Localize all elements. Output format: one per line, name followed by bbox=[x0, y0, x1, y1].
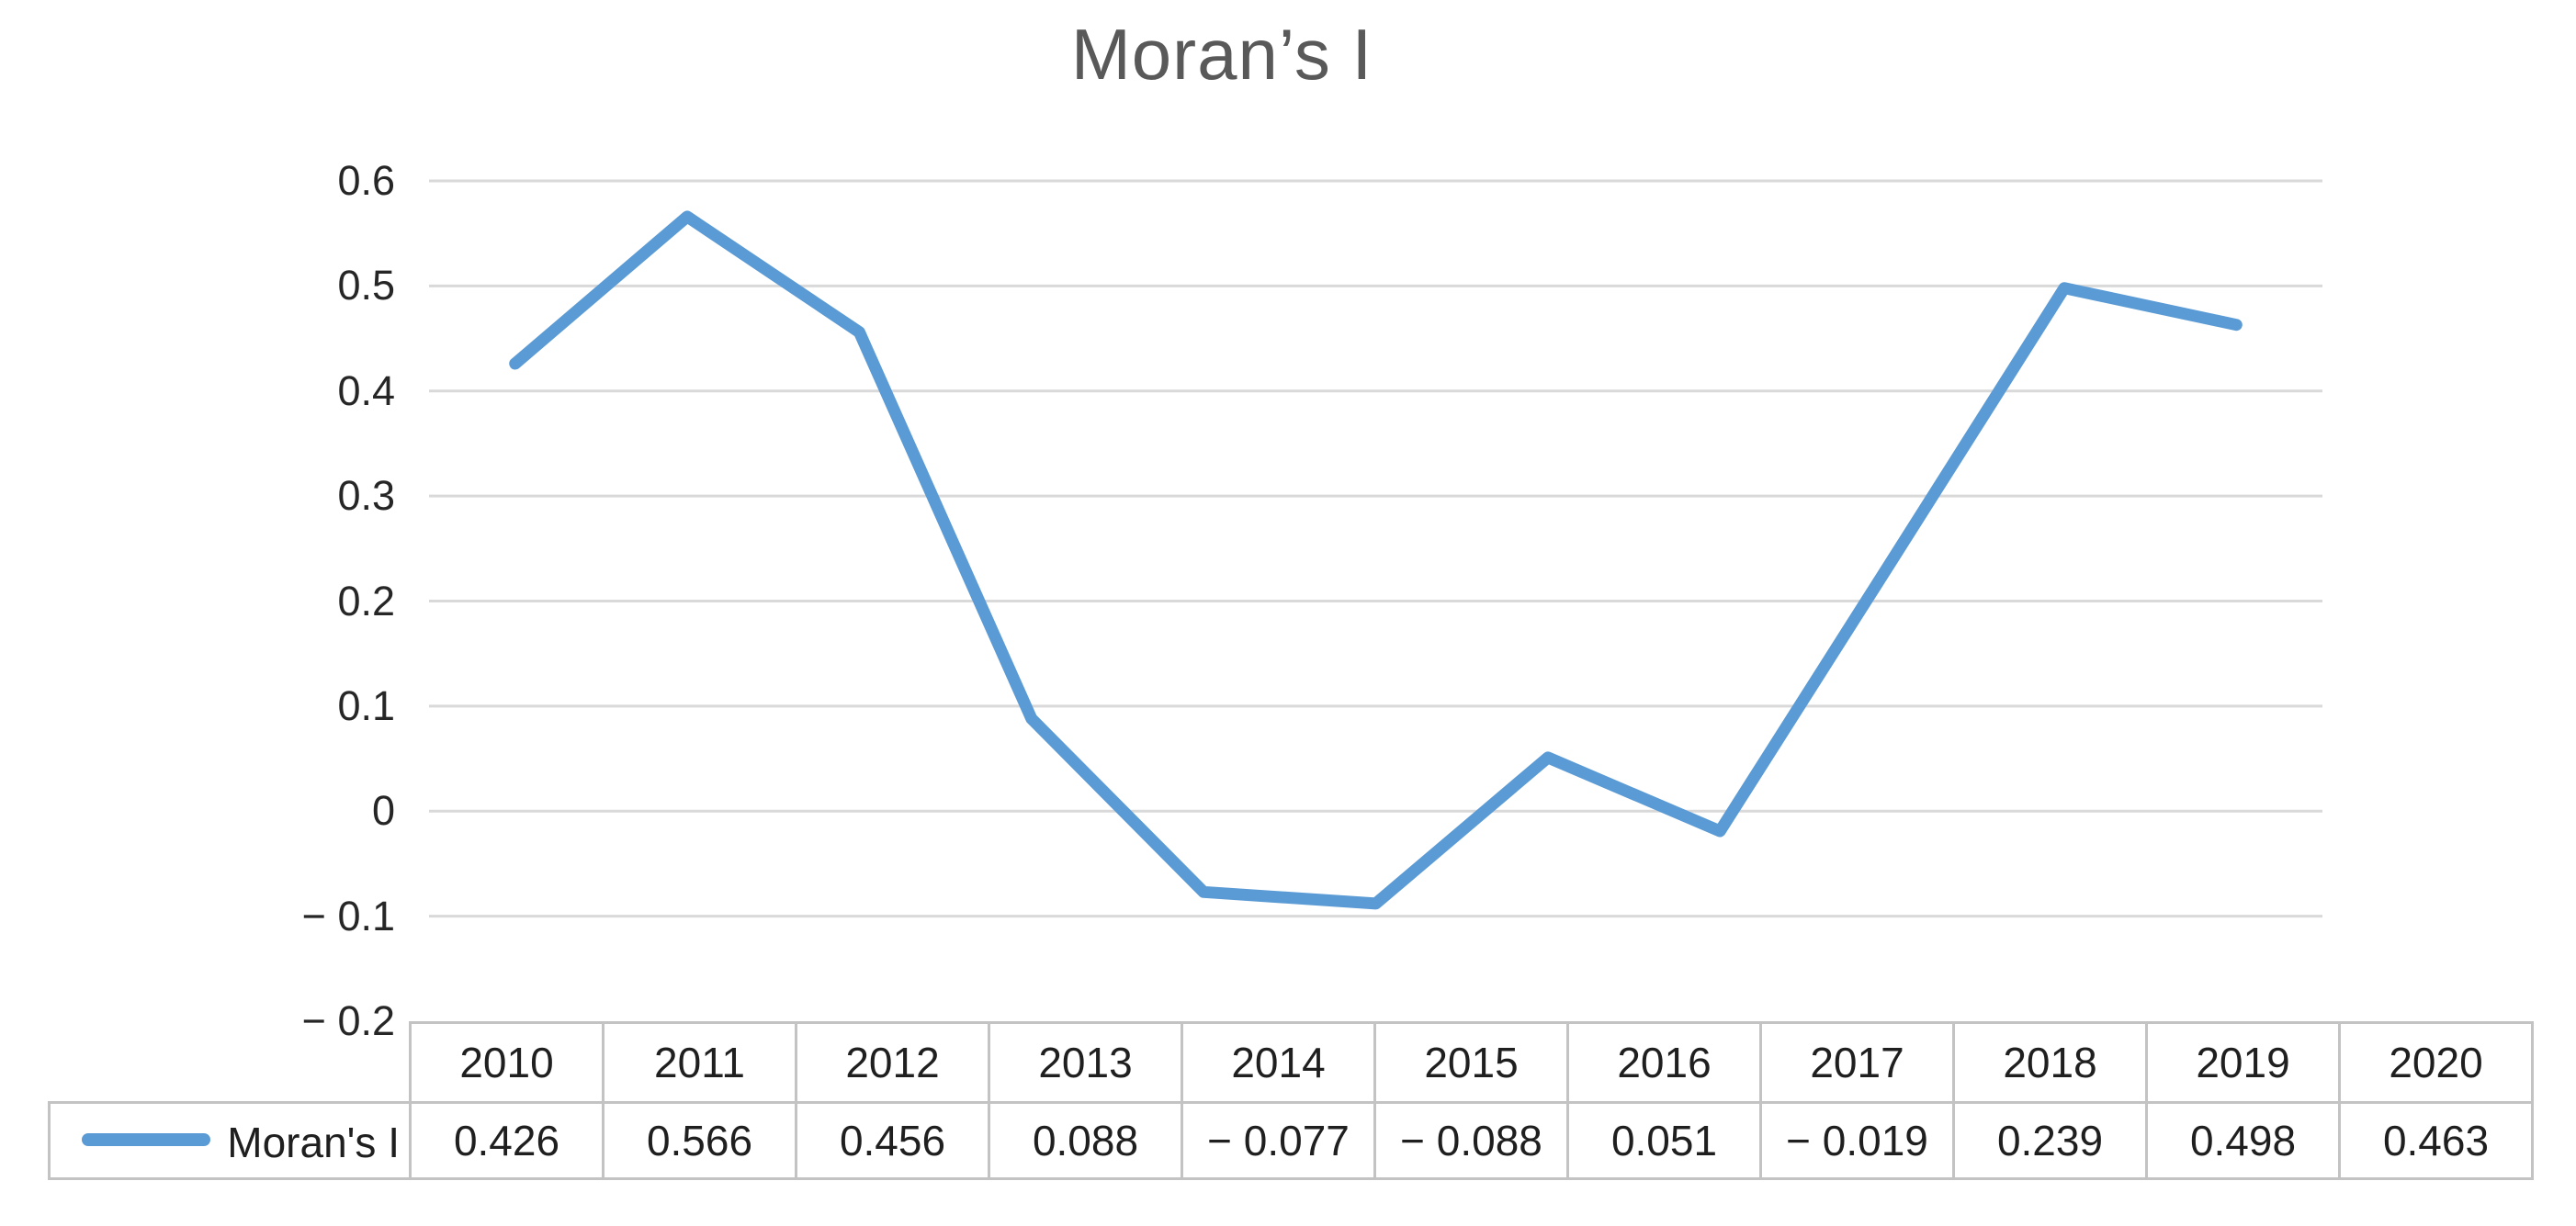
value-cell: 0.463 bbox=[2338, 1101, 2534, 1180]
series-line bbox=[509, 210, 2243, 910]
year-header-row: 2010 2011 2012 2013 2014 2015 2016 2017 … bbox=[50, 1021, 2534, 1104]
value-cell: − 0.019 bbox=[1759, 1101, 1955, 1180]
year-header-cell: 2015 bbox=[1373, 1021, 1569, 1104]
value-cell: 0.498 bbox=[2145, 1101, 2341, 1180]
value-cell: − 0.077 bbox=[1181, 1101, 1376, 1180]
year-header-cell: 2016 bbox=[1566, 1021, 1762, 1104]
year-header-cell: 2019 bbox=[2145, 1021, 2341, 1104]
y-tick-label: 0.6 bbox=[337, 157, 395, 204]
y-tick-label: 0.1 bbox=[337, 682, 395, 729]
value-cell: 0.426 bbox=[409, 1101, 604, 1180]
value-cell: 0.239 bbox=[1952, 1101, 2148, 1180]
chart-title: Moran’s I bbox=[1070, 14, 1373, 95]
value-cell: 0.566 bbox=[602, 1101, 797, 1180]
y-tick-label: − 0.2 bbox=[301, 997, 395, 1044]
series-legend-cell: Moran's I bbox=[48, 1101, 412, 1180]
year-header-cell: 2020 bbox=[2338, 1021, 2534, 1104]
year-header-cell: 2018 bbox=[1952, 1021, 2148, 1104]
year-header-cell: 2013 bbox=[988, 1021, 1183, 1104]
y-tick-label: 0 bbox=[371, 787, 395, 834]
value-cell: 0.456 bbox=[795, 1101, 990, 1180]
values-row: Moran's I 0.426 0.566 0.456 0.088 − 0.07… bbox=[48, 1101, 2534, 1180]
year-header-cell: 2012 bbox=[795, 1021, 990, 1104]
year-header-cell: 2010 bbox=[409, 1021, 604, 1104]
value-cell: 0.088 bbox=[988, 1101, 1183, 1180]
year-header-cell: 2014 bbox=[1181, 1021, 1376, 1104]
series-legend-label: Moran's I bbox=[227, 1118, 400, 1166]
y-tick-label: 0.5 bbox=[337, 262, 395, 309]
value-cell: 0.051 bbox=[1566, 1101, 1762, 1180]
y-tick-label: − 0.1 bbox=[301, 893, 395, 939]
y-tick-label: 0.2 bbox=[337, 578, 395, 624]
y-axis: 0.6 0.5 0.4 0.3 0.2 0.1 0 − 0.1 − 0.2 bbox=[0, 0, 395, 1226]
data-table: 2010 2011 2012 2013 2014 2015 2016 2017 … bbox=[48, 1021, 2534, 1180]
table-corner-spacer bbox=[50, 1023, 411, 1103]
value-cell: − 0.088 bbox=[1373, 1101, 1569, 1180]
y-tick-label: 0.4 bbox=[337, 367, 395, 414]
series-line-legend-icon bbox=[82, 1132, 211, 1146]
year-header-cell: 2011 bbox=[602, 1021, 797, 1104]
year-header-cell: 2017 bbox=[1759, 1021, 1955, 1104]
y-tick-label: 0.3 bbox=[337, 472, 395, 519]
